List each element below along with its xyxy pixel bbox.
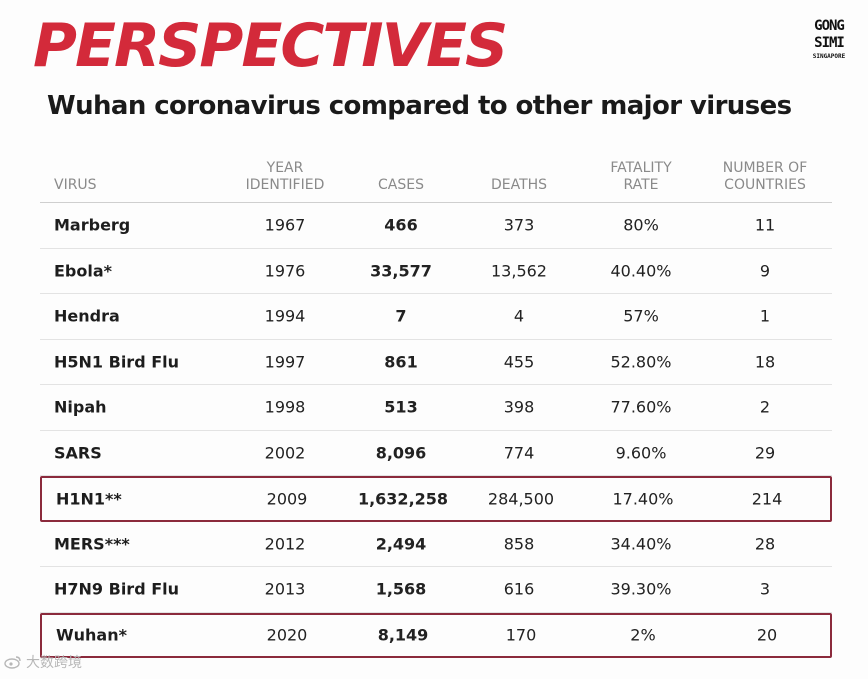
cell-year: 1976 xyxy=(264,261,306,281)
table-row: Ebola* 1976 33,577 13,562 40.40% 9 xyxy=(40,249,832,294)
cell-virus: Nipah xyxy=(54,397,107,417)
publisher-logo: GONG SIMI SINGAPORE xyxy=(812,18,846,60)
cell-cases: 7 xyxy=(395,306,407,326)
table-row: SARS 2002 8,096 774 9.60% 29 xyxy=(40,431,832,476)
page-title: PERSPECTIVES xyxy=(33,11,508,81)
table-header-row: VIRUS YEAR IDENTIFIED CASES DEATHS FATAL… xyxy=(40,150,832,203)
cell-fatality-rate: 77.60% xyxy=(610,397,672,417)
cell-virus: H5N1 Bird Flu xyxy=(54,352,180,372)
cell-deaths: 774 xyxy=(503,443,535,463)
cell-cases: 1,568 xyxy=(375,579,427,599)
cell-year: 2012 xyxy=(264,534,306,554)
column-header-year: YEAR IDENTIFIED xyxy=(245,160,325,193)
table-row: MERS*** 2012 2,494 858 34.40% 28 xyxy=(40,522,832,567)
table-row: Wuhan* 2020 8,149 170 2% 20 xyxy=(40,612,832,658)
watermark: 大数跨境 xyxy=(4,652,82,672)
column-header-cases: CASES xyxy=(378,177,424,193)
cell-year: 2009 xyxy=(266,489,308,509)
cell-fatality-rate: 34.40% xyxy=(610,534,672,554)
table-row: H1N1** 2009 1,632,258 284,500 17.40% 214 xyxy=(40,476,832,522)
table-body: Marberg 1967 466 373 80% 11 Ebola* 1976 33,577 13… xyxy=(40,203,832,658)
cell-cases: 861 xyxy=(384,352,418,372)
table-row: Hendra 1994 7 4 57% 1 xyxy=(40,294,832,340)
cell-fatality-rate: 52.80% xyxy=(610,352,672,372)
cell-countries: 3 xyxy=(759,579,771,599)
cell-year: 2020 xyxy=(266,625,308,645)
cell-virus: Hendra xyxy=(54,306,120,326)
weibo-icon xyxy=(4,655,22,669)
cell-cases: 8,096 xyxy=(375,443,427,463)
cell-fatality-rate: 40.40% xyxy=(610,261,672,281)
cell-deaths: 284,500 xyxy=(487,489,555,509)
cell-cases: 33,577 xyxy=(370,261,432,281)
cell-deaths: 373 xyxy=(503,215,535,235)
cell-virus: H7N9 Bird Flu xyxy=(54,579,180,599)
cell-cases: 8,149 xyxy=(377,625,429,645)
cell-year: 2002 xyxy=(264,443,306,463)
cell-year: 1997 xyxy=(264,352,306,372)
cell-countries: 18 xyxy=(754,352,776,372)
cell-fatality-rate: 17.40% xyxy=(612,489,674,509)
cell-fatality-rate: 9.60% xyxy=(615,443,667,463)
cell-virus: Wuhan* xyxy=(56,625,127,645)
column-header-deaths: DEATHS xyxy=(490,177,548,193)
cell-deaths: 455 xyxy=(503,352,535,372)
cell-cases: 1,632,258 xyxy=(357,489,449,509)
cell-virus: Marberg xyxy=(54,215,131,235)
cell-deaths: 398 xyxy=(503,397,535,417)
cell-virus: Ebola* xyxy=(54,261,113,281)
cell-deaths: 13,562 xyxy=(491,261,547,281)
column-header-fatality-rate: FATALITY RATE xyxy=(610,160,672,193)
virus-comparison-table: VIRUS YEAR IDENTIFIED CASES DEATHS FATAL… xyxy=(40,150,832,658)
cell-deaths: 616 xyxy=(503,579,535,599)
cell-countries: 29 xyxy=(754,443,776,463)
cell-cases: 466 xyxy=(384,215,418,235)
cell-virus: SARS xyxy=(54,443,102,463)
cell-virus: H1N1** xyxy=(56,489,122,509)
cell-year: 1967 xyxy=(264,215,306,235)
cell-countries: 9 xyxy=(759,261,771,281)
table-row: H7N9 Bird Flu 2013 1,568 616 39.30% 3 xyxy=(40,567,832,613)
cell-fatality-rate: 39.30% xyxy=(610,579,672,599)
table-row: H5N1 Bird Flu 1997 861 455 52.80% 18 xyxy=(40,340,832,385)
cell-deaths: 4 xyxy=(513,306,525,326)
cell-countries: 11 xyxy=(754,215,776,235)
column-header-virus: VIRUS xyxy=(54,177,97,193)
cell-deaths: 170 xyxy=(505,625,537,645)
cell-cases: 2,494 xyxy=(375,534,427,554)
cell-virus: MERS*** xyxy=(54,534,130,554)
page-subtitle: Wuhan coronavirus compared to other majo… xyxy=(47,91,792,121)
cell-year: 1998 xyxy=(264,397,306,417)
cell-fatality-rate: 2% xyxy=(630,625,656,645)
cell-fatality-rate: 57% xyxy=(623,306,659,326)
cell-countries: 1 xyxy=(759,306,771,326)
cell-cases: 513 xyxy=(384,397,418,417)
cell-year: 2013 xyxy=(264,579,306,599)
table-row: Nipah 1998 513 398 77.60% 2 xyxy=(40,385,832,431)
table-row: Marberg 1967 466 373 80% 11 xyxy=(40,203,832,249)
cell-fatality-rate: 80% xyxy=(623,215,659,235)
cell-countries: 20 xyxy=(756,625,778,645)
cell-deaths: 858 xyxy=(503,534,535,554)
cell-countries: 214 xyxy=(751,489,783,509)
cell-countries: 28 xyxy=(754,534,776,554)
watermark-text: 大数跨境 xyxy=(26,655,82,671)
cell-countries: 2 xyxy=(759,397,771,417)
cell-year: 1994 xyxy=(264,306,306,326)
column-header-countries: NUMBER OF COUNTRIES xyxy=(722,160,808,193)
